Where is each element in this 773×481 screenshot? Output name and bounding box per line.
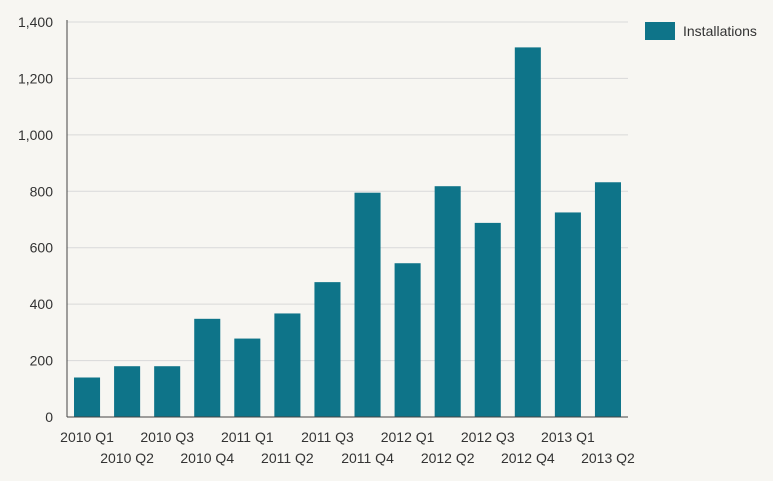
x-tick-label: 2010 Q1	[60, 429, 114, 445]
legend: Installations	[645, 22, 757, 40]
bar	[474, 222, 501, 417]
x-tick-label: 2011 Q1	[221, 429, 274, 445]
y-tick-label: 400	[30, 296, 54, 312]
x-tick-label: 2010 Q4	[180, 450, 234, 466]
y-tick-label: 600	[30, 240, 54, 256]
bar	[74, 377, 101, 417]
bar	[314, 282, 341, 417]
bars	[74, 47, 621, 418]
x-tick-label: 2010 Q2	[100, 450, 154, 466]
legend-swatch	[645, 22, 675, 40]
y-tick-label: 1,200	[18, 70, 53, 86]
y-tick-label: 800	[30, 183, 54, 199]
bar	[394, 263, 421, 417]
x-tick-label: 2013 Q2	[581, 450, 635, 466]
gridlines	[67, 21, 628, 362]
x-tick-label: 2011 Q4	[341, 450, 394, 466]
legend-label: Installations	[683, 23, 757, 39]
bar	[114, 366, 141, 417]
x-tick-label: 2011 Q2	[261, 450, 314, 466]
bar	[194, 318, 221, 417]
y-tick-label: 0	[45, 409, 53, 425]
bar	[234, 338, 261, 417]
bar	[514, 47, 541, 418]
y-tick-labels: 0 200 400 600 800 1,000 1,200 1,400	[18, 14, 53, 425]
y-tick-label: 1,400	[18, 14, 53, 30]
x-tick-label: 2012 Q2	[421, 450, 475, 466]
x-tick-label: 2013 Q1	[541, 429, 595, 445]
bar	[154, 366, 181, 417]
y-tick-label: 200	[30, 353, 54, 369]
x-tick-label: 2010 Q3	[140, 429, 194, 445]
bar	[554, 212, 581, 417]
y-tick-label: 1,000	[18, 127, 53, 143]
bar	[434, 186, 461, 417]
bar	[354, 192, 381, 417]
x-tick-label: 2012 Q3	[461, 429, 515, 445]
x-tick-label: 2012 Q4	[501, 450, 555, 466]
bar	[274, 313, 301, 417]
axes	[66, 20, 628, 418]
x-tick-label: 2012 Q1	[381, 429, 435, 445]
x-tick-labels: 2010 Q1 2010 Q2 2010 Q3 2010 Q4 2011 Q1 2011 …	[60, 429, 635, 466]
x-tick-label: 2011 Q3	[301, 429, 354, 445]
bar	[594, 182, 621, 417]
